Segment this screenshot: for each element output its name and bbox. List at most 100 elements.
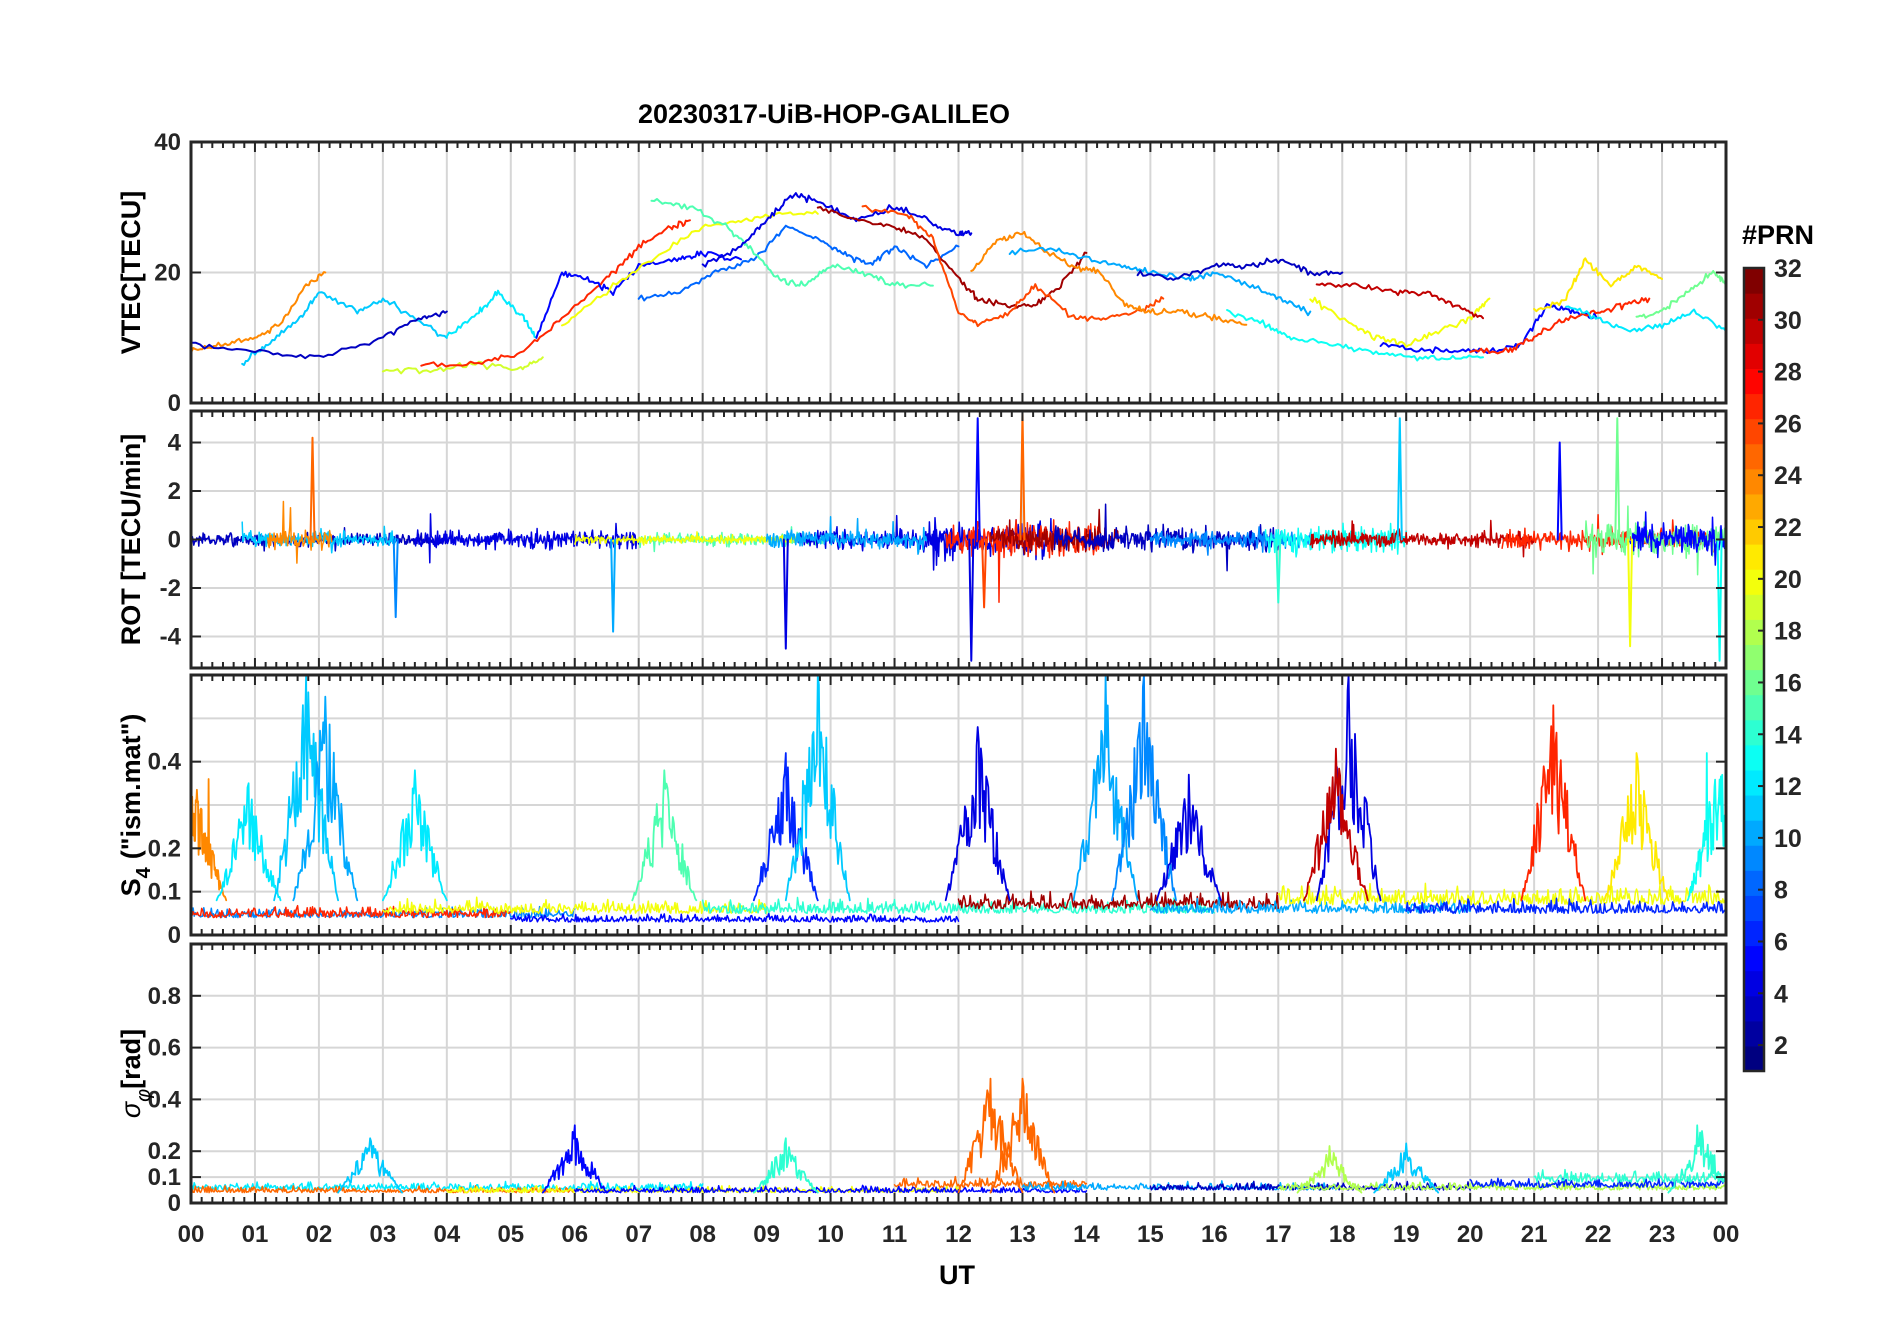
panel-sigma_phi-grid xyxy=(191,944,1726,1203)
colorbar-band xyxy=(1744,594,1764,620)
colorbar-tick-label: 4 xyxy=(1774,980,1788,1008)
y-tick-label: 0.1 xyxy=(148,879,181,906)
colorbar-band xyxy=(1744,418,1764,445)
vtec-series-prn-5 xyxy=(1379,303,1600,355)
colorbar-tick-label: 22 xyxy=(1774,514,1802,542)
colorbar-band xyxy=(1744,493,1764,520)
y-tick-label: 0.4 xyxy=(148,1086,182,1113)
sigma_phi-baseline-prn-5 xyxy=(574,1184,1088,1194)
colorbar-tick-label: 30 xyxy=(1774,307,1802,335)
panel-rot-x-ticks xyxy=(190,411,1727,668)
panel-rot-data xyxy=(190,412,1727,662)
rot-spike-prn-26 xyxy=(981,538,988,609)
sigma_phi-baseline-prn-25 xyxy=(893,1175,1088,1189)
colorbar-band xyxy=(1744,845,1764,871)
colorbar-band xyxy=(1744,945,1764,972)
colorbar-band xyxy=(1744,368,1764,395)
x-tick-label: 17 xyxy=(1265,1221,1292,1248)
y-tick-label: 20 xyxy=(154,260,181,287)
colorbar-band xyxy=(1744,468,1764,495)
colorbar-band xyxy=(1744,569,1764,595)
vtec-series-prn-11 xyxy=(241,291,448,366)
y-tick-label: 2 xyxy=(168,478,181,505)
vtec-series-prn-3 xyxy=(190,310,448,360)
colorbar-band xyxy=(1744,895,1764,922)
x-axis-labels: 00 01 02 03 04 05 06 07 08 09 10 11 12 13 14 15 16 17 18 19… xyxy=(178,1221,1740,1248)
vtec-series-prn-24 xyxy=(970,230,1248,326)
colorbar-band xyxy=(1744,744,1764,771)
panel-s4-x-ticks xyxy=(190,675,1727,935)
sigma_phi-peak-prn-11 xyxy=(337,1137,403,1194)
rot-spike-prn-5 xyxy=(974,417,981,541)
panel-sigma_phi-ylabel: σφ[rad] xyxy=(116,1029,155,1118)
x-tick-label: 01 xyxy=(242,1221,269,1248)
sigma_phi-peak-prn-5 xyxy=(541,1124,608,1194)
sigma_phi-baseline-prn-6 xyxy=(1469,1177,1727,1189)
x-tick-label: 20 xyxy=(1457,1221,1484,1248)
y-tick-label: 0 xyxy=(168,922,181,949)
s4-peak-prn-15 xyxy=(631,769,698,902)
s4-baseline-prn-5 xyxy=(510,912,960,923)
colorbar-band xyxy=(1744,719,1764,746)
colorbar-band xyxy=(1744,343,1764,369)
panel-vtec-y-axis: 0 20 40 xyxy=(154,129,1726,417)
x-tick-label: 14 xyxy=(1073,1221,1100,1248)
y-tick-label: 0.8 xyxy=(148,983,181,1010)
vtec-series-prn-27 xyxy=(420,219,691,368)
y-tick-label: -2 xyxy=(160,575,181,602)
vtec-series-prn-8 xyxy=(637,224,960,302)
x-tick-label: 23 xyxy=(1649,1221,1676,1248)
y-tick-label: 40 xyxy=(154,129,181,156)
panel-sigma_phi-data xyxy=(190,1077,1727,1194)
s4-peak-prn-27 xyxy=(1520,704,1587,902)
rot-spike-prn-5 xyxy=(1556,441,1563,541)
colorbar-tick-label: 10 xyxy=(1774,825,1802,853)
sigma_phi-baseline-prn-3 xyxy=(1149,1180,1471,1191)
x-tick-label: 05 xyxy=(497,1221,524,1248)
rot-spike-prn-4 xyxy=(968,538,975,662)
s4-baseline-prn-20 xyxy=(1277,882,1727,906)
panel-s4-ylabel: S4("ism.mat") xyxy=(116,714,155,897)
colorbar-tick-label: 2 xyxy=(1774,1032,1788,1060)
y-tick-label: 0.4 xyxy=(148,749,182,776)
panel-rot-ylabel: ROT [TECU/min] xyxy=(116,434,146,645)
vtec-series-prn-12 xyxy=(445,289,538,339)
sigma_phi-baseline-prn-14 xyxy=(1533,1168,1727,1183)
colorbar-band xyxy=(1744,443,1764,470)
x-axis-title: UT xyxy=(939,1260,975,1290)
colorbar-band xyxy=(1744,794,1764,821)
rot-trace-prn-27 xyxy=(944,519,1100,604)
panel-s4: 0 0.1 0.2 0.4S4("ism.mat") xyxy=(116,673,1728,949)
panel-s4-grid xyxy=(191,675,1726,935)
x-tick-label: 21 xyxy=(1521,1221,1548,1248)
x-tick-label: 11 xyxy=(882,1221,907,1248)
rot-spike-prn-9 xyxy=(392,538,399,619)
x-tick-label: 18 xyxy=(1329,1221,1356,1248)
vtec-series-prn-13 xyxy=(1226,309,1484,362)
colorbar-band xyxy=(1744,619,1764,646)
colorbar-frame xyxy=(1742,266,1766,1073)
rot-spike-prn-14 xyxy=(1275,538,1282,604)
panel-sigma_phi-y-axis: 00.10.2 0.4 0.6 0.8 xyxy=(148,983,1726,1217)
s4-peak-prn-6 xyxy=(752,752,819,902)
x-tick-label: 00 xyxy=(1713,1221,1740,1248)
colorbar-band xyxy=(1744,1045,1764,1072)
sigma_phi-peak-prn-25 xyxy=(957,1077,1024,1194)
vtec-series-prn-10 xyxy=(1008,246,1312,317)
s4-baseline-prn-6 xyxy=(1405,897,1727,915)
colorbar-band xyxy=(1744,820,1764,846)
colorbar-tick-label: 26 xyxy=(1774,410,1802,438)
y-tick-label: 0.2 xyxy=(148,1138,181,1165)
y-tick-label: 0.6 xyxy=(148,1035,181,1062)
x-tick-label: 00 xyxy=(178,1221,205,1248)
colorbar-label: #PRN xyxy=(1742,220,1814,250)
s4-peak-prn-4 xyxy=(944,726,1011,902)
y-tick-label: 0 xyxy=(168,527,181,554)
x-tick-label: 09 xyxy=(753,1221,780,1248)
vtec-series-prn-15 xyxy=(650,198,934,289)
vtec-series-prn-3 xyxy=(1136,257,1344,281)
colorbar-band xyxy=(1744,870,1764,896)
rot-spike-prn-4 xyxy=(782,538,789,650)
